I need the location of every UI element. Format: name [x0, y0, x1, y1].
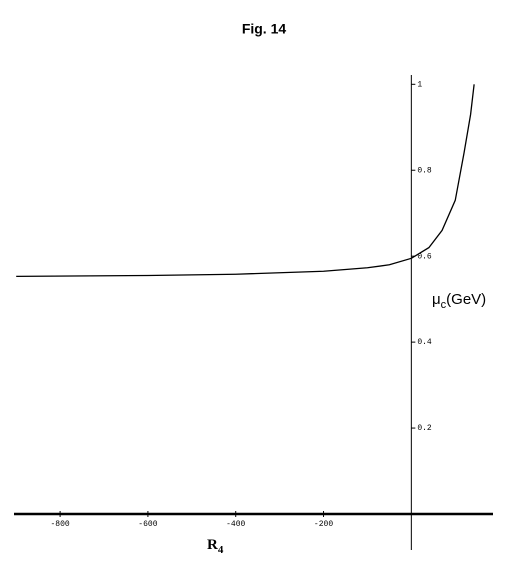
x-tick-label: -200 [314, 520, 333, 529]
y-tick-label: 1 [417, 80, 422, 89]
y-tick-label: 0.2 [417, 424, 432, 433]
chart-title: Fig. 14 [242, 21, 287, 37]
data-line [16, 84, 475, 278]
y-tick-label: 0.8 [417, 166, 432, 175]
x-axis-label: R4 [207, 537, 224, 555]
y-axis-label: μc(GeV) [432, 291, 486, 311]
y-tick-label: 0.6 [417, 252, 432, 261]
x-tick-label: -400 [226, 520, 245, 529]
x-tick-label: -600 [138, 520, 157, 529]
x-tick-label: -800 [50, 520, 69, 529]
y-tick-label: 0.4 [417, 338, 432, 347]
